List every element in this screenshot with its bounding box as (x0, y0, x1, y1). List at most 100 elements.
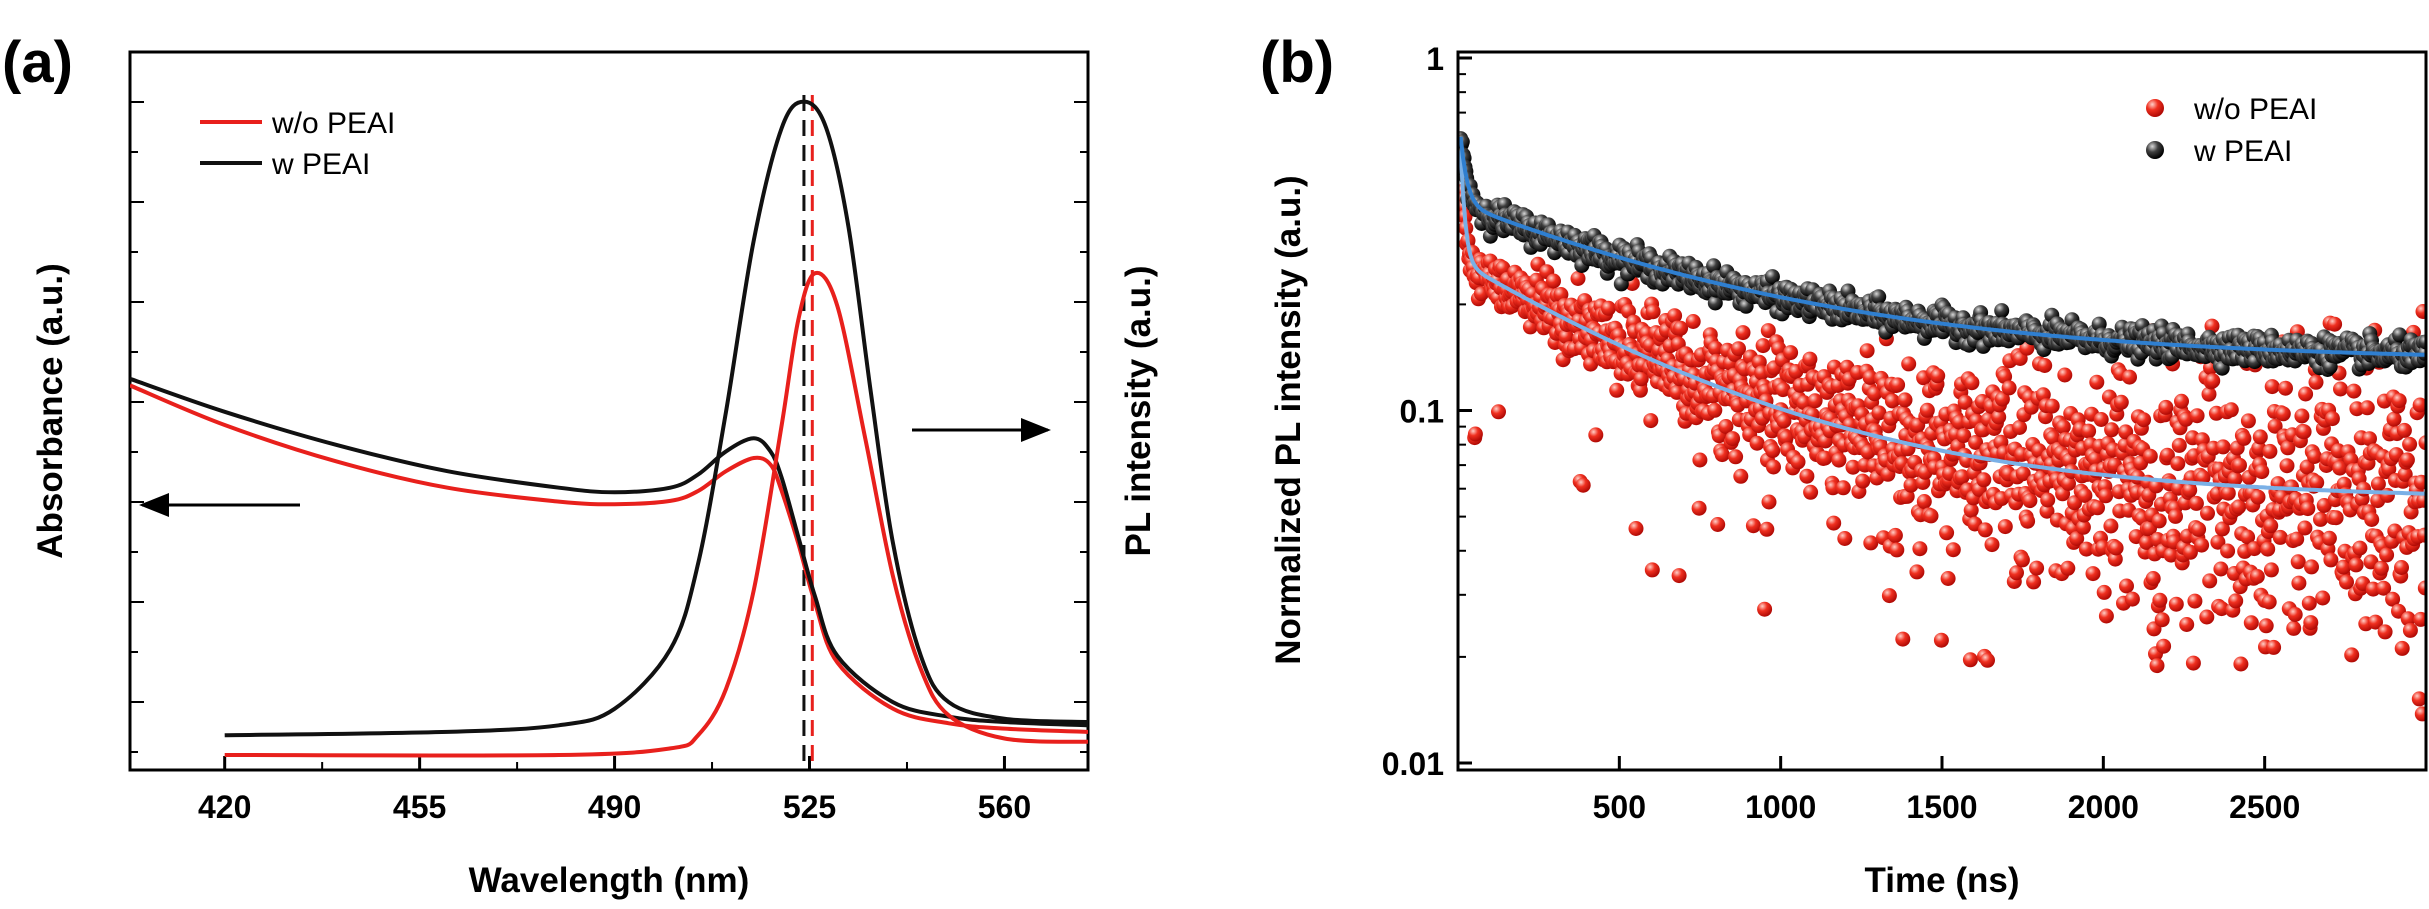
data-point (1644, 562, 1660, 578)
data-point (1778, 430, 1794, 446)
data-point (2057, 367, 2073, 383)
data-point (2220, 543, 2236, 559)
fit-line-fit-w-o-peai (1458, 150, 2426, 496)
data-point (2014, 552, 2030, 568)
data-point (1835, 480, 1851, 496)
data-point (2214, 521, 2230, 537)
x-tick-label: 455 (393, 789, 446, 825)
data-point (2328, 510, 2344, 526)
legend-label-w-peai-b: w PEAI (2193, 135, 2292, 168)
data-point (2402, 622, 2418, 638)
data-point (2299, 459, 2315, 475)
panel-a-frame (128, 50, 1090, 772)
data-point (2194, 537, 2210, 553)
data-point (2376, 580, 2392, 596)
data-point (2202, 573, 2218, 589)
data-point (2309, 475, 2325, 490)
data-point (2333, 381, 2348, 397)
data-point (2182, 482, 2198, 498)
data-point (1628, 521, 1644, 536)
data-point (2418, 435, 2426, 451)
data-point (2272, 529, 2288, 545)
data-point (2201, 386, 2217, 402)
data-point (2396, 422, 2412, 438)
data-point (1887, 527, 1903, 543)
data-point (1807, 393, 1823, 409)
panel-a-y-axis-label-left: Absorbance (a.u.) (31, 263, 70, 559)
data-point (1817, 450, 1833, 466)
data-point (1884, 393, 1900, 409)
data-point (2227, 471, 2243, 487)
data-point (1731, 341, 1746, 357)
data-point (2413, 611, 2426, 627)
data-point (1707, 295, 1723, 311)
data-point (2075, 519, 2091, 535)
panel-a-x-tick-labels: 420 455 490 525 560 (198, 789, 1031, 825)
data-point (1923, 508, 1939, 524)
data-point (2264, 379, 2280, 395)
data-point (2394, 560, 2409, 575)
data-point (1757, 601, 1773, 617)
panel-a-legend: w/o PEAI w PEAI (200, 107, 395, 181)
legend-label-wo-peai: w/o PEAI (271, 107, 395, 140)
data-point (1881, 588, 1897, 604)
data-point (2418, 334, 2426, 350)
data-point (1764, 269, 1780, 285)
data-point (1783, 345, 1799, 361)
data-point (2348, 557, 2364, 573)
panel-a-label: (a) (2, 30, 73, 95)
data-point (2294, 408, 2310, 424)
data-point (1707, 402, 1723, 418)
data-point (2411, 691, 2426, 707)
data-point (1718, 419, 1734, 434)
data-point (1799, 468, 1815, 484)
data-point (2307, 449, 2322, 464)
data-point (2300, 501, 2316, 517)
data-point (2379, 487, 2395, 503)
data-point (2156, 638, 2172, 654)
data-point (2098, 488, 2114, 504)
data-point (1897, 392, 1913, 408)
data-point (1826, 515, 1842, 531)
data-point (1909, 564, 1925, 580)
data-point (1867, 386, 1882, 402)
data-point (2179, 617, 2195, 632)
data-point (2136, 412, 2152, 428)
data-point (1749, 435, 1765, 451)
data-point (2001, 380, 2017, 396)
data-point (2287, 607, 2303, 622)
legend-label-wo-peai-b: w/o PEAI (2193, 93, 2317, 126)
data-point (1570, 271, 1586, 286)
data-point (2159, 447, 2175, 463)
data-point (2199, 609, 2215, 625)
legend-marker-wo-peai (2146, 99, 2164, 117)
data-point (1735, 325, 1751, 341)
panel-a-ticks (130, 101, 1088, 770)
data-point (2124, 591, 2140, 607)
data-point (2267, 418, 2283, 434)
data-point (2170, 456, 2186, 472)
panel-b-x-axis-label: Time (ns) (1865, 861, 2020, 900)
data-point (1632, 382, 1648, 398)
data-point (2260, 541, 2276, 557)
data-point (2098, 608, 2114, 624)
data-point (1984, 537, 2000, 553)
data-point (2397, 466, 2413, 482)
data-point (2026, 574, 2042, 590)
data-point (1963, 502, 1979, 518)
data-point (1831, 452, 1847, 468)
data-point (2119, 578, 2134, 594)
panel-b-fit-lines (1458, 136, 2426, 496)
data-point (2168, 596, 2184, 612)
data-point (2417, 580, 2426, 596)
data-point (2233, 656, 2249, 672)
legend-label-w-peai: w PEAI (271, 148, 370, 181)
data-point (2205, 373, 2221, 389)
data-point (2107, 551, 2123, 567)
data-point (2151, 513, 2167, 529)
data-point (2078, 541, 2094, 557)
data-point (1859, 343, 1875, 359)
data-point (1930, 368, 1946, 384)
x-tick-label: 2000 (2068, 789, 2139, 825)
data-point (1845, 459, 1861, 475)
